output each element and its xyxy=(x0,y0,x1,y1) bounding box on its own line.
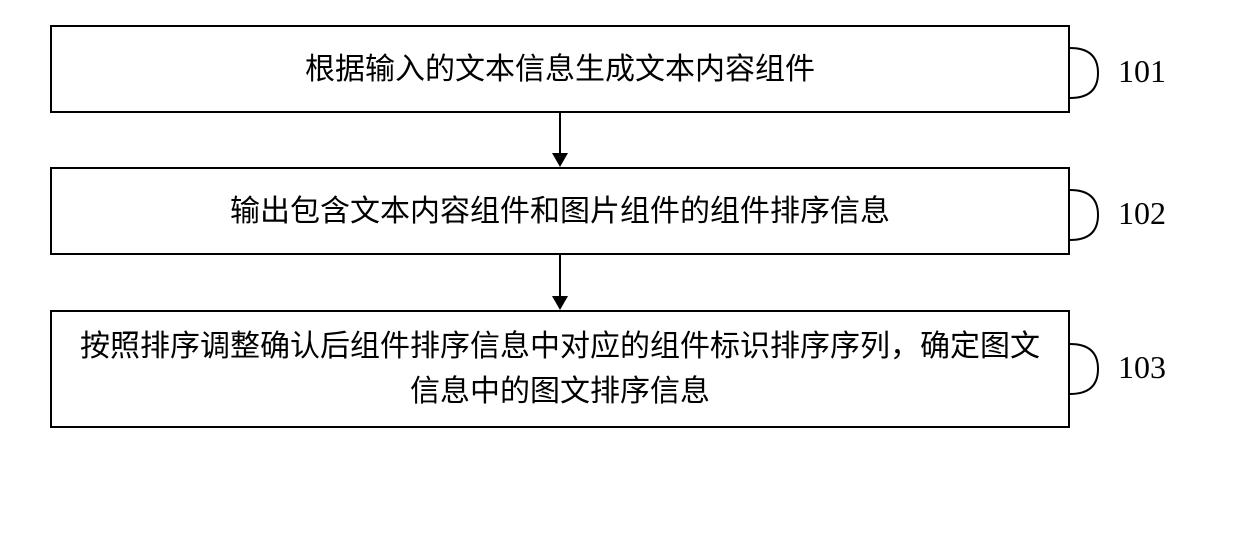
step-2-text: 输出包含文本内容组件和图片组件的组件排序信息 xyxy=(230,189,890,234)
step-2-curve xyxy=(1070,187,1118,243)
step-2: 输出包含文本内容组件和图片组件的组件排序信息 xyxy=(50,167,1070,255)
step-1: 根据输入的文本信息生成文本内容组件 xyxy=(50,25,1070,113)
step-3: 按照排序调整确认后组件排序信息中对应的组件标识排序序列，确定图文信息中的图文排序… xyxy=(50,310,1070,428)
step-1-text: 根据输入的文本信息生成文本内容组件 xyxy=(305,47,815,92)
arrow-1 xyxy=(559,113,561,167)
step-2-box: 输出包含文本内容组件和图片组件的组件排序信息 xyxy=(50,167,1070,255)
arrow-1-head xyxy=(552,153,568,167)
arrow-1-line xyxy=(559,113,561,155)
step-3-text: 按照排序调整确认后组件排序信息中对应的组件标识排序序列，确定图文信息中的图文排序… xyxy=(72,324,1048,414)
arrow-2-line xyxy=(559,255,561,298)
step-3-curve xyxy=(1070,341,1118,397)
step-2-label: 102 xyxy=(1118,195,1166,232)
step-3-box: 按照排序调整确认后组件排序信息中对应的组件标识排序序列，确定图文信息中的图文排序… xyxy=(50,310,1070,428)
step-1-curve xyxy=(1070,45,1118,101)
arrow-2 xyxy=(559,255,561,310)
arrow-2-head xyxy=(552,296,568,310)
step-3-label: 103 xyxy=(1118,349,1166,386)
step-1-box: 根据输入的文本信息生成文本内容组件 xyxy=(50,25,1070,113)
step-1-label: 101 xyxy=(1118,53,1166,90)
